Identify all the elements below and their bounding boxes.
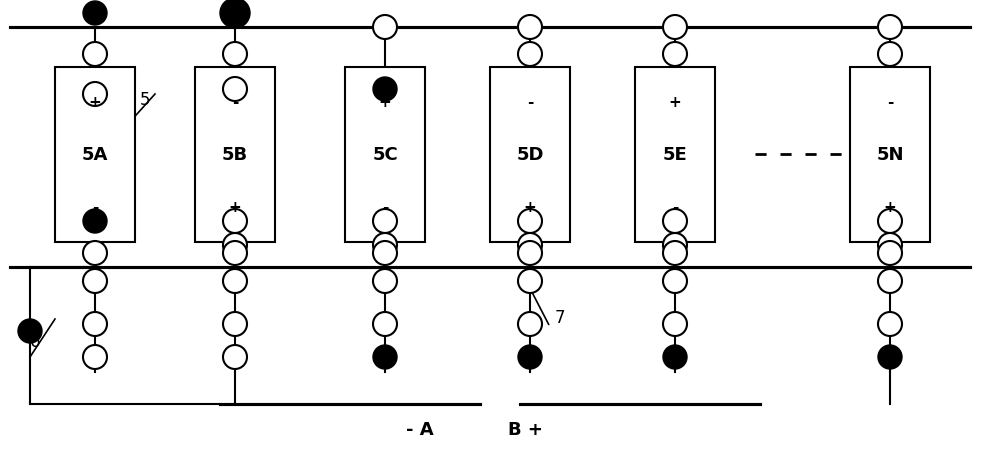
Text: 5B: 5B <box>222 146 248 164</box>
Circle shape <box>878 312 902 336</box>
Text: +: + <box>229 199 241 215</box>
Circle shape <box>663 241 687 265</box>
Circle shape <box>18 319 42 343</box>
Text: -: - <box>232 95 238 110</box>
Circle shape <box>878 345 902 369</box>
Circle shape <box>518 269 542 293</box>
Circle shape <box>518 345 542 369</box>
Circle shape <box>663 312 687 336</box>
Bar <box>195 67 275 242</box>
Circle shape <box>878 16 902 40</box>
Circle shape <box>83 269 107 293</box>
Circle shape <box>373 241 397 265</box>
Circle shape <box>878 234 902 258</box>
Circle shape <box>663 234 687 258</box>
Text: 5: 5 <box>140 91 150 109</box>
Circle shape <box>663 16 687 40</box>
Circle shape <box>878 210 902 234</box>
Circle shape <box>663 269 687 293</box>
Circle shape <box>83 241 107 265</box>
Text: 5C: 5C <box>372 146 398 164</box>
Text: -: - <box>887 95 893 110</box>
Circle shape <box>223 78 247 102</box>
Circle shape <box>83 2 107 26</box>
Circle shape <box>223 43 247 67</box>
Circle shape <box>83 312 107 336</box>
Bar <box>55 67 135 242</box>
Circle shape <box>373 16 397 40</box>
Circle shape <box>518 312 542 336</box>
Circle shape <box>223 210 247 234</box>
Bar <box>850 67 930 242</box>
Circle shape <box>83 345 107 369</box>
Circle shape <box>223 345 247 369</box>
Circle shape <box>83 210 107 234</box>
Text: - A: - A <box>406 420 434 438</box>
Circle shape <box>373 312 397 336</box>
Circle shape <box>220 0 250 29</box>
Bar <box>345 67 425 242</box>
Circle shape <box>223 269 247 293</box>
Text: B +: B + <box>508 420 542 438</box>
Circle shape <box>518 210 542 234</box>
Text: -: - <box>672 199 678 215</box>
Circle shape <box>663 210 687 234</box>
Text: 6: 6 <box>30 332 40 350</box>
Circle shape <box>663 345 687 369</box>
Text: 5N: 5N <box>876 146 904 164</box>
Circle shape <box>878 269 902 293</box>
Text: 5D: 5D <box>516 146 544 164</box>
Circle shape <box>223 234 247 258</box>
Text: +: + <box>524 199 536 215</box>
Text: +: + <box>884 199 896 215</box>
Circle shape <box>518 241 542 265</box>
Circle shape <box>373 210 397 234</box>
Circle shape <box>83 83 107 107</box>
Circle shape <box>518 43 542 67</box>
Text: +: + <box>379 95 391 110</box>
Bar <box>490 67 570 242</box>
Circle shape <box>223 241 247 265</box>
Circle shape <box>83 43 107 67</box>
Circle shape <box>373 269 397 293</box>
Circle shape <box>373 345 397 369</box>
Circle shape <box>663 43 687 67</box>
Text: 7: 7 <box>555 308 565 326</box>
Circle shape <box>878 43 902 67</box>
Bar <box>635 67 715 242</box>
Text: +: + <box>89 95 101 110</box>
Circle shape <box>518 234 542 258</box>
Circle shape <box>373 78 397 102</box>
Text: -: - <box>92 199 98 215</box>
Text: 5E: 5E <box>663 146 687 164</box>
Text: -: - <box>527 95 533 110</box>
Text: -: - <box>382 199 388 215</box>
Text: +: + <box>669 95 681 110</box>
Circle shape <box>223 312 247 336</box>
Circle shape <box>373 234 397 258</box>
Circle shape <box>878 241 902 265</box>
Text: 5A: 5A <box>82 146 108 164</box>
Circle shape <box>518 16 542 40</box>
